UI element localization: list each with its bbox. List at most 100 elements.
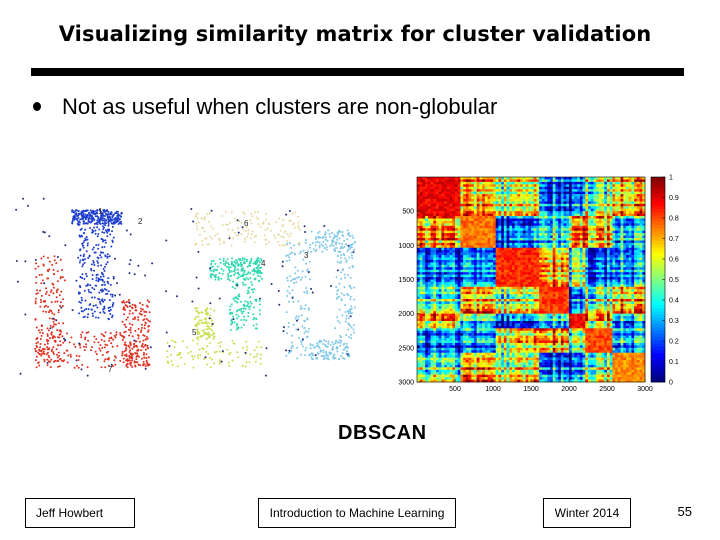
scatter-point <box>297 318 300 321</box>
heatmap-cell <box>536 242 540 246</box>
scatter-point <box>45 287 48 290</box>
heatmap-cell <box>617 255 621 258</box>
noise-point <box>106 280 109 283</box>
heatmap-cell <box>544 203 548 207</box>
scatter-point <box>122 300 125 302</box>
heatmap-cell <box>571 198 575 202</box>
heatmap-cell <box>547 255 551 258</box>
noise-point <box>278 303 281 306</box>
scatter-point <box>196 224 198 227</box>
heatmap-cell <box>636 186 640 190</box>
heatmap-cell <box>582 186 586 190</box>
heatmap-cell <box>574 233 578 236</box>
heatmap-cell <box>452 223 456 227</box>
heatmap-cell <box>585 233 589 236</box>
scatter-point <box>291 212 294 215</box>
heatmap-cell <box>509 255 513 258</box>
heatmap-cell <box>536 225 540 229</box>
heatmap-cell <box>588 181 592 185</box>
heatmap-cell <box>417 213 421 217</box>
heatmap-cell <box>463 184 467 188</box>
scatter-point <box>234 217 237 220</box>
heatmap-cell <box>425 218 429 222</box>
heatmap-cell <box>427 252 431 256</box>
scatter-point <box>101 246 104 249</box>
scatter-point <box>322 351 325 354</box>
heatmap-cell <box>642 181 646 185</box>
heatmap-cell <box>598 189 602 192</box>
heatmap-cell <box>493 213 497 217</box>
scatter-point <box>128 346 131 349</box>
scatter-point <box>51 348 54 351</box>
heatmap-cell <box>626 242 630 246</box>
heatmap-cell <box>465 230 469 234</box>
heatmap-cell <box>441 242 445 246</box>
heatmap-cell <box>560 186 564 190</box>
scatter-point <box>351 234 354 237</box>
scatter-point <box>338 229 341 232</box>
heatmap-cell <box>430 233 434 236</box>
heatmap-cell <box>604 216 608 219</box>
noise-point <box>125 229 128 232</box>
heatmap-cell <box>525 250 529 253</box>
scatter-point <box>142 346 145 349</box>
heatmap-cell <box>636 201 640 205</box>
heatmap-cell <box>436 235 440 239</box>
scatter-point <box>253 316 256 319</box>
heatmap-cell <box>479 223 483 227</box>
heatmap-cell <box>574 181 578 185</box>
scatter-point <box>106 344 109 347</box>
heatmap-cell <box>522 186 526 190</box>
heatmap-cell <box>623 186 627 190</box>
heatmap-cell <box>560 228 564 231</box>
heatmap-cell <box>512 184 516 188</box>
scatter-point <box>69 353 72 356</box>
scatter-point <box>222 263 225 265</box>
heatmap-cell <box>463 181 467 185</box>
heatmap-cell <box>593 218 597 222</box>
heatmap-cell <box>604 235 608 239</box>
scatter-point <box>83 277 86 280</box>
scatter-point <box>138 340 141 343</box>
scatter-point <box>286 290 289 292</box>
scatter-point <box>265 242 268 245</box>
heatmap-cell <box>541 223 545 227</box>
scatter-point <box>37 341 40 344</box>
scatter-point <box>50 289 53 292</box>
heatmap-cell <box>446 252 450 256</box>
heatmap-cell <box>604 179 608 183</box>
scatter-point <box>249 305 252 308</box>
scatter-point <box>230 211 233 214</box>
heatmap-cell <box>474 233 478 236</box>
scatter-point <box>128 357 131 360</box>
heatmap-cell <box>417 196 421 200</box>
scatter-point <box>193 355 196 358</box>
heatmap-cell <box>471 245 475 249</box>
scatter-point <box>255 318 258 321</box>
heatmap-cell <box>588 225 592 229</box>
heatmap-cell <box>626 216 630 219</box>
scatter-point <box>134 309 137 312</box>
scatter-point <box>94 251 97 254</box>
heatmap-cell <box>609 228 613 231</box>
heatmap-cell <box>430 203 434 207</box>
heatmap-cell <box>550 201 554 205</box>
heatmap-cell <box>566 208 570 212</box>
scatter-point <box>143 324 146 327</box>
heatmap-cell <box>642 238 646 241</box>
heatmap-cell <box>590 235 594 239</box>
heatmap-cell <box>517 233 521 236</box>
heatmap-cell <box>631 208 635 212</box>
heatmap-cell <box>479 228 483 231</box>
heatmap-cell <box>506 233 510 236</box>
scatter-point <box>119 218 121 221</box>
scatter-point <box>337 231 340 233</box>
scatter-point <box>78 291 80 294</box>
scatter-point <box>66 332 68 335</box>
heatmap-cell <box>476 228 480 231</box>
heatmap-cell <box>528 228 532 231</box>
heatmap-cell <box>596 223 600 227</box>
scatter-point <box>248 260 251 263</box>
scatter-point <box>90 308 93 311</box>
heatmap-cell <box>419 189 423 192</box>
